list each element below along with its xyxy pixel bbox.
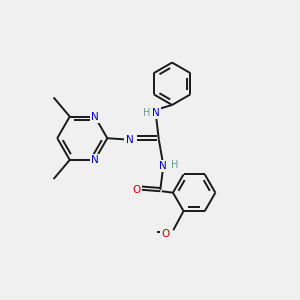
Text: N: N (152, 108, 160, 118)
Text: N: N (159, 161, 167, 171)
Text: H: H (172, 160, 179, 170)
Text: O: O (133, 185, 141, 195)
Text: N: N (91, 112, 99, 122)
Text: N: N (125, 135, 133, 145)
Text: N: N (91, 155, 99, 165)
Text: H: H (143, 108, 151, 118)
Text: O: O (161, 229, 170, 239)
